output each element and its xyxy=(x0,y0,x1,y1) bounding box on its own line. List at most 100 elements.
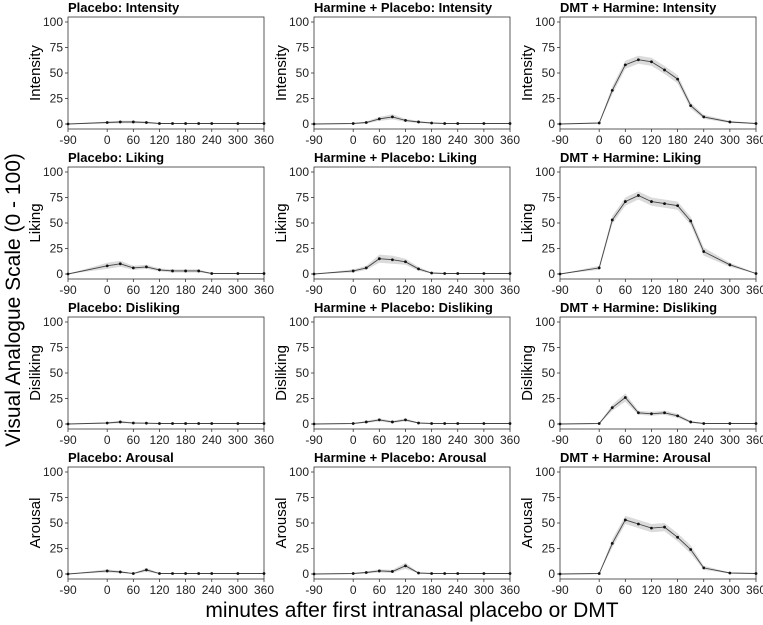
data-point xyxy=(417,421,420,425)
panel-title: Placebo: Intensity xyxy=(68,0,180,15)
data-point xyxy=(158,572,161,575)
panel-ylabel: Liking xyxy=(273,203,290,242)
y-tick-label: 100 xyxy=(43,165,63,179)
y-tick-label: 25 xyxy=(542,542,556,556)
x-tick-label: -90 xyxy=(305,283,323,297)
data-point xyxy=(702,115,706,119)
panel-ylabel: Liking xyxy=(27,203,44,242)
y-tick-label: 0 xyxy=(302,567,309,581)
data-point xyxy=(430,572,433,575)
panel-ylabel: Arousal xyxy=(273,498,290,549)
data-point xyxy=(623,518,627,522)
panel-title: DMT + Harmine: Liking xyxy=(560,150,701,165)
data-point xyxy=(158,422,161,425)
x-tick-label: 180 xyxy=(668,433,688,447)
error-band xyxy=(314,562,510,574)
y-tick-label: 0 xyxy=(56,267,63,281)
data-point xyxy=(597,422,601,425)
y-tick-label: 0 xyxy=(548,417,555,431)
x-tick-label: 240 xyxy=(202,433,222,447)
data-point xyxy=(663,68,666,72)
y-tick-label: 100 xyxy=(289,315,309,329)
x-tick-label: -90 xyxy=(305,133,323,147)
y-tick-label: 100 xyxy=(43,465,63,479)
data-point xyxy=(754,572,758,575)
panel-frame xyxy=(67,466,265,580)
x-tick-label: 60 xyxy=(619,133,633,147)
x-tick-label: 180 xyxy=(176,433,196,447)
x-tick-label: 120 xyxy=(641,133,661,147)
y-tick-label: 50 xyxy=(50,216,64,230)
data-point xyxy=(210,122,214,125)
x-tick-label: 60 xyxy=(127,583,141,597)
data-point xyxy=(262,122,266,125)
y-tick-label: 75 xyxy=(296,341,310,355)
series-line xyxy=(67,421,264,425)
data-point xyxy=(650,60,653,64)
data-point xyxy=(610,542,614,545)
data-point xyxy=(623,396,627,399)
data-point xyxy=(650,526,653,530)
data-point xyxy=(197,572,201,575)
panel-frame xyxy=(313,16,511,130)
x-tick-label: 300 xyxy=(474,433,494,447)
y-tick-label: 50 xyxy=(542,516,556,530)
y-tick-label: 75 xyxy=(50,191,64,205)
x-tick-label: 60 xyxy=(127,283,141,297)
y-tick-label: 50 xyxy=(296,366,310,380)
panel-title: Harmine + Placebo: Disliking xyxy=(314,300,493,315)
series-line xyxy=(559,396,756,425)
data-point xyxy=(131,572,135,575)
data-point xyxy=(377,257,381,261)
data-point xyxy=(262,422,266,425)
x-tick-label: 360 xyxy=(746,283,763,297)
data-point xyxy=(351,269,355,273)
figure-xlabel: minutes after first intranasal placebo o… xyxy=(205,599,618,622)
data-point xyxy=(351,422,355,425)
x-tick-label: 60 xyxy=(373,583,387,597)
y-tick-label: 25 xyxy=(542,92,556,106)
panel-title: DMT + Harmine: Disliking xyxy=(560,300,717,315)
x-tick-label: 300 xyxy=(228,133,248,147)
data-point xyxy=(676,535,679,539)
data-point xyxy=(118,570,122,574)
panel-ylabel: Intensity xyxy=(273,45,290,101)
data-point xyxy=(637,194,640,197)
data-point xyxy=(391,258,394,262)
x-tick-label: 240 xyxy=(202,583,222,597)
data-point xyxy=(637,58,640,62)
panel-frame xyxy=(313,466,511,580)
panel-title: Placebo: Arousal xyxy=(68,450,174,465)
panel-ylabel: Disliking xyxy=(27,345,44,401)
x-tick-label: 240 xyxy=(694,433,714,447)
data-point xyxy=(364,121,368,124)
x-tick-label: 240 xyxy=(448,283,468,297)
x-tick-label: 180 xyxy=(176,133,196,147)
data-point xyxy=(118,120,122,124)
data-point xyxy=(210,272,214,275)
x-tick-label: 360 xyxy=(254,583,274,597)
panel-title: Harmine + Placebo: Liking xyxy=(314,150,477,165)
x-tick-label: 120 xyxy=(395,283,415,297)
data-point xyxy=(171,269,174,273)
x-tick-label: 360 xyxy=(254,283,274,297)
data-point xyxy=(417,571,420,575)
data-point xyxy=(145,421,148,425)
data-point xyxy=(456,122,460,125)
error-band xyxy=(560,55,756,125)
x-tick-label: -90 xyxy=(551,433,569,447)
panel: Harmine + Placebo: Arousal Arousal 0 25 50 75… xyxy=(273,450,520,597)
y-tick-label: 50 xyxy=(296,216,310,230)
y-tick-label: 0 xyxy=(302,417,309,431)
x-tick-label: 60 xyxy=(619,433,633,447)
x-tick-label: 0 xyxy=(104,433,111,447)
data-point xyxy=(430,271,433,275)
panel-frame xyxy=(67,166,265,280)
data-point xyxy=(558,572,562,576)
data-point xyxy=(689,104,693,108)
panel: DMT + Harmine: Disliking Disliking 0 25 50 75… xyxy=(519,300,763,447)
panel: Placebo: Arousal Arousal 0 25 50 75 100 -90 0 60 1… xyxy=(27,450,274,597)
y-tick-label: 0 xyxy=(56,117,63,131)
data-point xyxy=(443,422,447,425)
